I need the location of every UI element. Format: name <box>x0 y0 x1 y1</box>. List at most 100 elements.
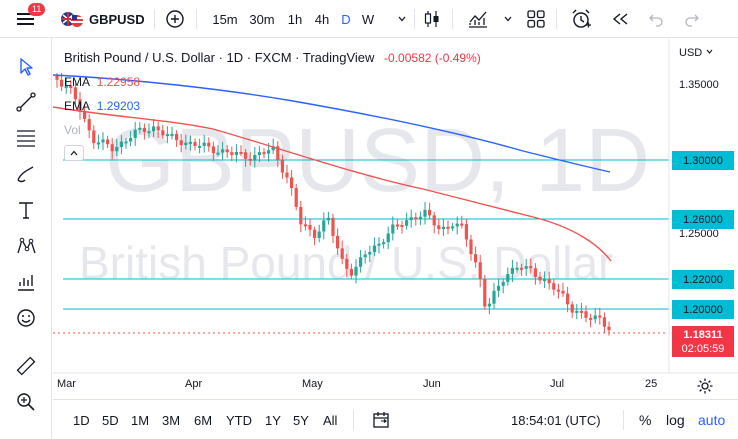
candle-body <box>382 242 386 245</box>
interval-d[interactable]: D <box>341 11 351 27</box>
ema-label: EMA <box>64 75 90 89</box>
time-tick: 25 <box>645 378 658 390</box>
ema-legend-1[interactable]: EMA 1.22958 <box>64 75 140 89</box>
redo-button[interactable] <box>678 0 706 38</box>
candle-body <box>285 172 289 178</box>
layouts-button[interactable] <box>522 0 550 38</box>
indicators-button[interactable] <box>464 0 492 38</box>
range-3m[interactable]: 3M <box>162 412 181 428</box>
watermark-symbol: GBPUSD, 1D <box>105 111 650 211</box>
text-icon <box>19 202 33 219</box>
range-5d[interactable]: 5D <box>102 412 119 428</box>
utc-clock[interactable]: 18:54:01 (UTC) <box>511 412 601 428</box>
prediction-tool[interactable] <box>10 266 42 298</box>
percent-scale-toggle[interactable]: % <box>639 412 652 428</box>
range-1m[interactable]: 1M <box>131 412 150 428</box>
chart-type-button[interactable] <box>420 0 444 38</box>
cursor-tool[interactable] <box>10 50 42 82</box>
candle-body <box>368 251 372 255</box>
candle-body <box>244 152 248 159</box>
chart-legend: British Pound / U.S. Dollar · 1D · FXCM … <box>64 50 481 65</box>
candle-body <box>60 79 64 87</box>
candle-body <box>257 152 261 156</box>
candle-body <box>386 233 390 243</box>
candle-body <box>188 141 192 144</box>
range-6m[interactable]: 6M <box>194 412 213 428</box>
interval-1h[interactable]: 1h <box>287 11 303 27</box>
candle-body <box>547 279 551 284</box>
replay-button[interactable] <box>606 0 634 38</box>
add-circle-icon <box>166 10 184 28</box>
range-5y[interactable]: 5Y <box>293 412 309 428</box>
candle-body <box>202 142 206 146</box>
level-label-1-30[interactable]: 1.30000 <box>672 151 734 170</box>
emoji-tool[interactable] <box>10 302 42 334</box>
currency-flags-icon <box>61 12 83 27</box>
candle-body <box>152 126 156 132</box>
interval-w[interactable]: W <box>361 11 375 27</box>
level-label-1-22[interactable]: 1.22000 <box>672 270 734 289</box>
candle-body <box>432 215 436 226</box>
fib-tool[interactable] <box>10 122 42 154</box>
symbol-search-button[interactable]: GBPUSD <box>60 0 150 38</box>
candle-body <box>414 217 418 220</box>
level-label-1-20[interactable]: 1.20000 <box>672 300 734 319</box>
candle-body <box>372 245 376 252</box>
gear-icon <box>697 378 713 394</box>
goto-date-button[interactable] <box>371 400 391 439</box>
interval-dropdown[interactable] <box>392 0 412 38</box>
volume-legend[interactable]: Vol <box>64 123 81 137</box>
candle-body <box>207 142 211 147</box>
trend-line-tool[interactable] <box>10 86 42 118</box>
range-all[interactable]: All <box>323 412 338 428</box>
interval-15m[interactable]: 15m <box>212 11 238 27</box>
range-1y[interactable]: 1Y <box>265 412 281 428</box>
auto-scale-toggle[interactable]: auto <box>698 412 726 428</box>
bottom-toolbar: 1D 5D 1M 3M 6M YTD 1Y 5Y All 18:54:01 (U… <box>53 399 738 439</box>
drawing-toolbar <box>0 38 52 439</box>
compare-button[interactable] <box>162 0 188 38</box>
candle-body <box>349 268 353 276</box>
candle-body <box>147 131 151 134</box>
indicators-dropdown[interactable] <box>500 0 516 38</box>
undo-button[interactable] <box>642 0 670 38</box>
price-chart[interactable]: GBPUSD, 1D British Pound / U.S. Dollar <box>53 39 738 399</box>
price-tick: 1.25000 <box>679 228 719 240</box>
text-tool[interactable] <box>10 194 42 226</box>
ema-line-long <box>53 74 611 173</box>
pattern-tool[interactable] <box>10 230 42 262</box>
interval-30m[interactable]: 30m <box>249 11 275 27</box>
brush-tool[interactable] <box>10 158 42 190</box>
range-1d[interactable]: 1D <box>73 412 90 428</box>
candle-body <box>221 149 225 153</box>
divider <box>414 9 415 29</box>
log-scale-toggle[interactable]: log <box>666 412 685 428</box>
candle-body <box>359 257 363 267</box>
candle-body <box>446 226 450 229</box>
chart-area[interactable]: GBPUSD, 1D British Pound / U.S. Dollar B… <box>53 39 738 399</box>
indicators-icon <box>469 11 487 28</box>
time-tick: Apr <box>185 378 203 390</box>
currency-selector[interactable]: USD <box>679 47 714 59</box>
fib-icon <box>17 130 35 147</box>
collapse-legend-button[interactable] <box>64 145 84 161</box>
range-ytd[interactable]: YTD <box>226 412 252 428</box>
interval-4h[interactable]: 4h <box>314 11 330 27</box>
candle-body <box>400 225 404 228</box>
candle-body <box>322 220 326 232</box>
level-label-1-26[interactable]: 1.26000 <box>672 210 734 229</box>
chart-settings-button[interactable] <box>696 377 714 400</box>
candle-body <box>267 150 271 154</box>
candle-body <box>326 217 330 221</box>
candle-body <box>110 144 114 152</box>
ema-legend-2[interactable]: EMA 1.29203 <box>64 99 140 113</box>
last-price-value: 1.18311 <box>683 328 723 341</box>
zoom-tool[interactable] <box>10 386 42 418</box>
candle-body <box>556 289 560 292</box>
alert-button[interactable] <box>566 0 596 38</box>
candle-body <box>395 224 399 227</box>
ruler-tool[interactable] <box>10 350 42 382</box>
candle-body <box>216 152 220 155</box>
menu-button[interactable]: 11 <box>8 0 46 38</box>
candle-body <box>78 99 82 112</box>
